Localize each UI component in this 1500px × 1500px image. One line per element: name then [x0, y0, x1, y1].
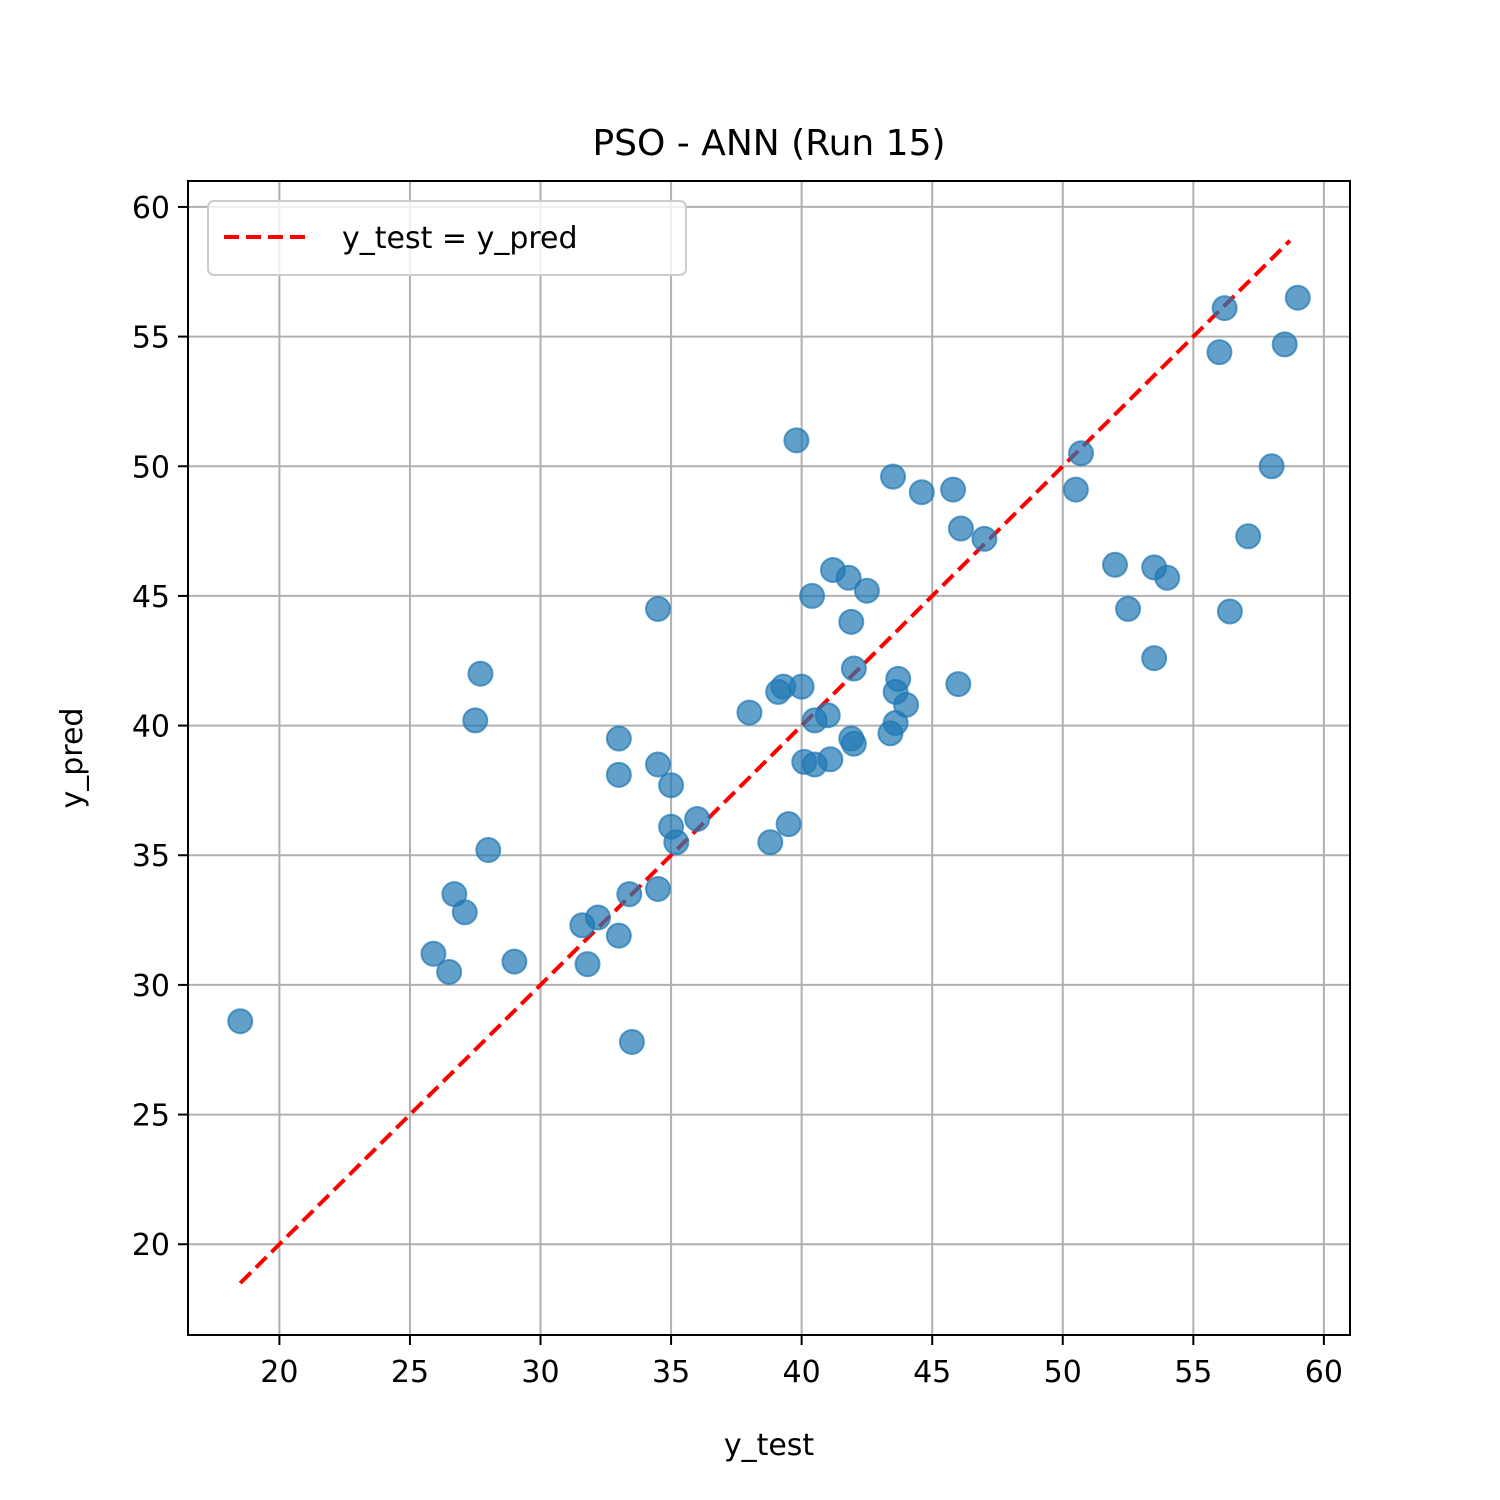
data-point — [838, 608, 865, 635]
data-point — [799, 582, 826, 609]
data-point — [618, 1028, 645, 1055]
y-tick-label: 45 — [132, 580, 170, 615]
data-point — [1101, 551, 1128, 578]
data-point — [462, 707, 489, 734]
data-point — [663, 829, 690, 856]
data-point — [817, 746, 844, 773]
data-point — [1115, 595, 1142, 622]
data-point — [840, 730, 867, 757]
y-tick-label: 50 — [132, 450, 170, 485]
legend-box — [207, 200, 687, 276]
chart-title: PSO - ANN (Run 15) — [592, 123, 945, 164]
x-tick-label: 50 — [1044, 1355, 1082, 1390]
data-point — [835, 564, 862, 591]
data-point — [467, 660, 494, 687]
x-tick-label: 20 — [260, 1355, 298, 1390]
y-axis-title: y_pred — [55, 708, 90, 809]
x-axis-title: y_test — [724, 1428, 815, 1463]
data-point — [1216, 598, 1243, 625]
data-point — [783, 427, 810, 454]
data-point — [574, 951, 601, 978]
data-point — [1141, 645, 1168, 672]
data-point — [605, 725, 632, 752]
data-point — [908, 479, 935, 506]
y-tick-label: 25 — [132, 1099, 170, 1134]
x-tick-label: 30 — [521, 1355, 559, 1390]
data-point — [436, 958, 463, 985]
data-point — [645, 751, 672, 778]
plot-frame — [187, 180, 1351, 1336]
data-point — [605, 761, 632, 788]
data-point — [1206, 339, 1233, 366]
y-tick-label: 60 — [132, 191, 170, 226]
reference-line — [238, 239, 1292, 1285]
data-point — [605, 922, 632, 949]
data-point — [227, 1008, 254, 1035]
y-axis-ticks: 20 25 30 35 40 45 50 55 60 — [132, 191, 188, 1263]
data-point — [840, 655, 867, 682]
data-point — [420, 940, 447, 967]
data-point — [1284, 284, 1311, 311]
data-point — [788, 673, 815, 700]
data-point — [775, 811, 802, 838]
data-point — [1211, 295, 1238, 322]
y-tick-label: 55 — [132, 321, 170, 356]
data-point — [501, 948, 528, 975]
x-tick-label: 40 — [783, 1355, 821, 1390]
data-point — [757, 829, 784, 856]
data-point — [1271, 331, 1298, 358]
legend-label: y_test = y_pred — [342, 221, 578, 256]
data-point — [645, 595, 672, 622]
x-axis-ticks: 20 25 30 35 40 45 50 55 60 — [260, 1335, 1343, 1390]
x-tick-label: 55 — [1174, 1355, 1212, 1390]
data-point — [880, 463, 907, 490]
data-point — [853, 577, 880, 604]
scatter-points — [227, 284, 1311, 1055]
data-point — [1062, 476, 1089, 503]
x-tick-label: 60 — [1305, 1355, 1343, 1390]
data-point — [945, 671, 972, 698]
data-point — [885, 665, 912, 692]
grid-lines — [188, 181, 1350, 1335]
y-tick-label: 20 — [132, 1228, 170, 1263]
reference-line-group — [238, 239, 1292, 1285]
data-point — [947, 515, 974, 542]
data-point — [971, 525, 998, 552]
data-point — [1258, 453, 1285, 480]
x-tick-label: 45 — [913, 1355, 951, 1390]
data-point — [736, 699, 763, 726]
data-point — [451, 899, 478, 926]
data-point — [475, 837, 502, 864]
data-point — [1235, 523, 1262, 550]
data-point — [814, 702, 841, 729]
x-tick-label: 25 — [391, 1355, 429, 1390]
y-tick-label: 40 — [132, 710, 170, 745]
data-point — [684, 805, 711, 832]
data-point — [584, 904, 611, 931]
data-point — [1068, 440, 1095, 467]
legend: y_test = y_pred — [207, 200, 687, 276]
y-tick-label: 30 — [132, 969, 170, 1004]
data-point — [940, 476, 967, 503]
x-tick-label: 35 — [652, 1355, 690, 1390]
data-point — [658, 772, 685, 799]
data-point — [616, 881, 643, 908]
data-point — [645, 875, 672, 902]
data-point — [1154, 564, 1181, 591]
data-point — [893, 691, 920, 718]
y-tick-label: 35 — [132, 839, 170, 874]
